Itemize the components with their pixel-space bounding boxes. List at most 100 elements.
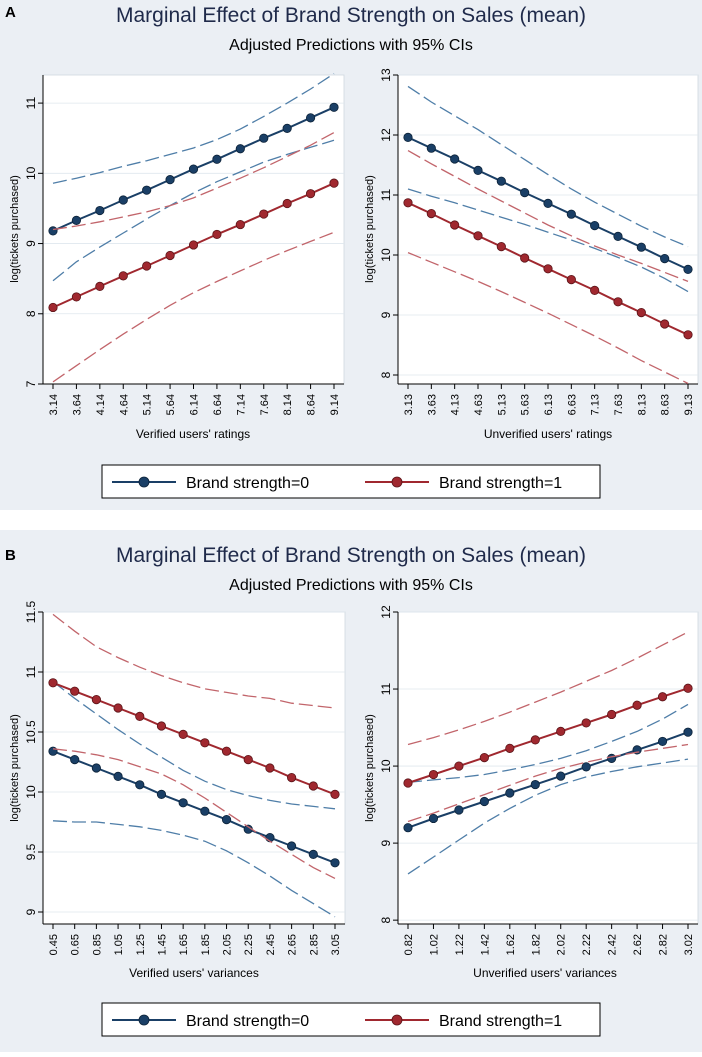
point-series1 [632,700,642,710]
point-series0 [156,789,167,800]
x-tick-label: 0.85 [91,934,103,955]
y-tick-label: 10 [379,248,393,262]
y-tick-label: 10.5 [24,720,38,744]
point-series1 [530,735,540,745]
point-series1 [428,769,439,780]
point-series0 [428,813,439,824]
point-series1 [454,761,464,771]
panel-a-subtitle: Adjusted Predictions with 95% CIs [229,37,473,54]
y-tick-label: 9.5 [24,843,38,860]
x-tick-label: 1.85 [200,934,212,955]
x-tick-label: 4.14 [95,394,107,415]
point-series0 [142,185,152,195]
x-tick-label: 8.14 [282,394,294,415]
ci-lower-series1 [52,748,336,879]
point-series0 [520,188,530,198]
x-tick-label: 7.64 [259,394,271,415]
point-series0 [165,175,175,185]
panel-b-title: Marginal Effect of Brand Strength on Sal… [116,544,586,567]
panel-a: A Marginal Effect of Brand Strength on S… [0,0,702,510]
x-tick-label: 1.02 [428,934,440,955]
x-tick-label: 3.63 [426,394,438,415]
chart-unverified-variances-plotarea [397,611,699,925]
panel-b-subtitle: Adjusted Predictions with 95% CIs [229,577,473,594]
point-series0 [259,133,269,143]
point-series1 [95,281,105,291]
x-tick-label: 5.64 [165,394,177,415]
x-tick-label: 2.82 [658,934,670,955]
point-series1 [636,307,646,318]
x-tick-label: 4.13 [450,394,462,415]
point-series0 [530,779,540,790]
point-series0 [330,858,340,868]
point-series1 [426,209,436,219]
x-tick-label: 8.63 [660,394,672,415]
x-tick-label: 3.13 [403,394,415,415]
x-tick-label: 1.62 [505,934,517,955]
y-tick-label: 13 [379,68,393,82]
chart-unverified-variances: log(tickets purchased) Unverified users'… [354,603,700,993]
point-series0 [426,143,436,153]
x-tick-label: 2.25 [243,934,255,955]
y-tick-label: 7 [24,380,38,387]
point-series0 [660,254,670,264]
point-series0 [454,805,464,815]
y-tick-label: 10 [24,166,38,180]
x-tick-label: 3.14 [48,394,60,415]
ci-upper-series0 [407,85,689,248]
point-series0 [473,165,483,175]
point-series1 [479,752,489,763]
y-tick-label: 11 [24,97,38,110]
x-tick-label: 3.05 [330,934,342,955]
x-tick-label: 9.13 [683,394,695,415]
point-series0 [48,226,58,236]
point-series0 [178,798,188,808]
legend-marker-series1 [391,476,403,488]
point-series1 [188,240,199,250]
legend-label-series1: Brand strength=1 [439,475,562,492]
ci-lower-series1 [52,231,335,383]
legend-label-series0: Brand strength=0 [186,475,309,492]
point-series1 [156,721,167,731]
y-axis-label: log(tickets purchased) [9,175,21,283]
ci-upper-series1 [52,613,336,709]
x-tick-label: 7.13 [590,394,602,415]
chart-unverified-ratings: log(tickets purchased) Unverified users'… [354,65,700,455]
legend-box [101,464,601,499]
point-series0 [636,242,646,252]
point-series0 [221,814,232,825]
y-tick-label: 12 [379,128,393,142]
point-series0 [282,123,292,133]
ci-lower-series1 [407,251,689,384]
point-series1 [657,692,668,702]
panel-a-letter: A [5,4,16,21]
point-series0 [95,205,105,216]
y-axis-label: log(tickets purchased) [364,714,376,822]
y-tick-label: 8 [379,916,393,923]
point-series0 [556,771,566,781]
x-axis-label: Verified users' variances [129,966,259,980]
x-tick-label: 0.82 [403,934,415,955]
point-series1 [71,292,82,302]
point-series1 [403,198,413,208]
x-tick-label: 1.22 [454,934,466,955]
y-axis-label: log(tickets purchased) [364,175,376,283]
point-series1 [70,686,80,696]
legend-marker-series0 [138,1014,150,1026]
point-series1 [178,729,188,740]
legend-label-series0: Brand strength=0 [186,1013,309,1030]
point-series0 [118,195,128,205]
x-tick-label: 4.63 [473,394,485,415]
x-tick-label: 0.45 [48,934,60,955]
x-tick-label: 1.65 [178,934,190,955]
point-series1 [329,178,339,188]
point-series1 [683,683,693,693]
point-series1 [305,189,316,199]
x-tick-label: 6.14 [189,394,201,415]
point-series1 [660,319,670,329]
point-series0 [450,154,460,164]
chart-verified-variances: log(tickets purchased) Verified users' v… [2,600,348,993]
point-series1 [48,678,58,688]
legend-marker-series0 [138,476,150,488]
